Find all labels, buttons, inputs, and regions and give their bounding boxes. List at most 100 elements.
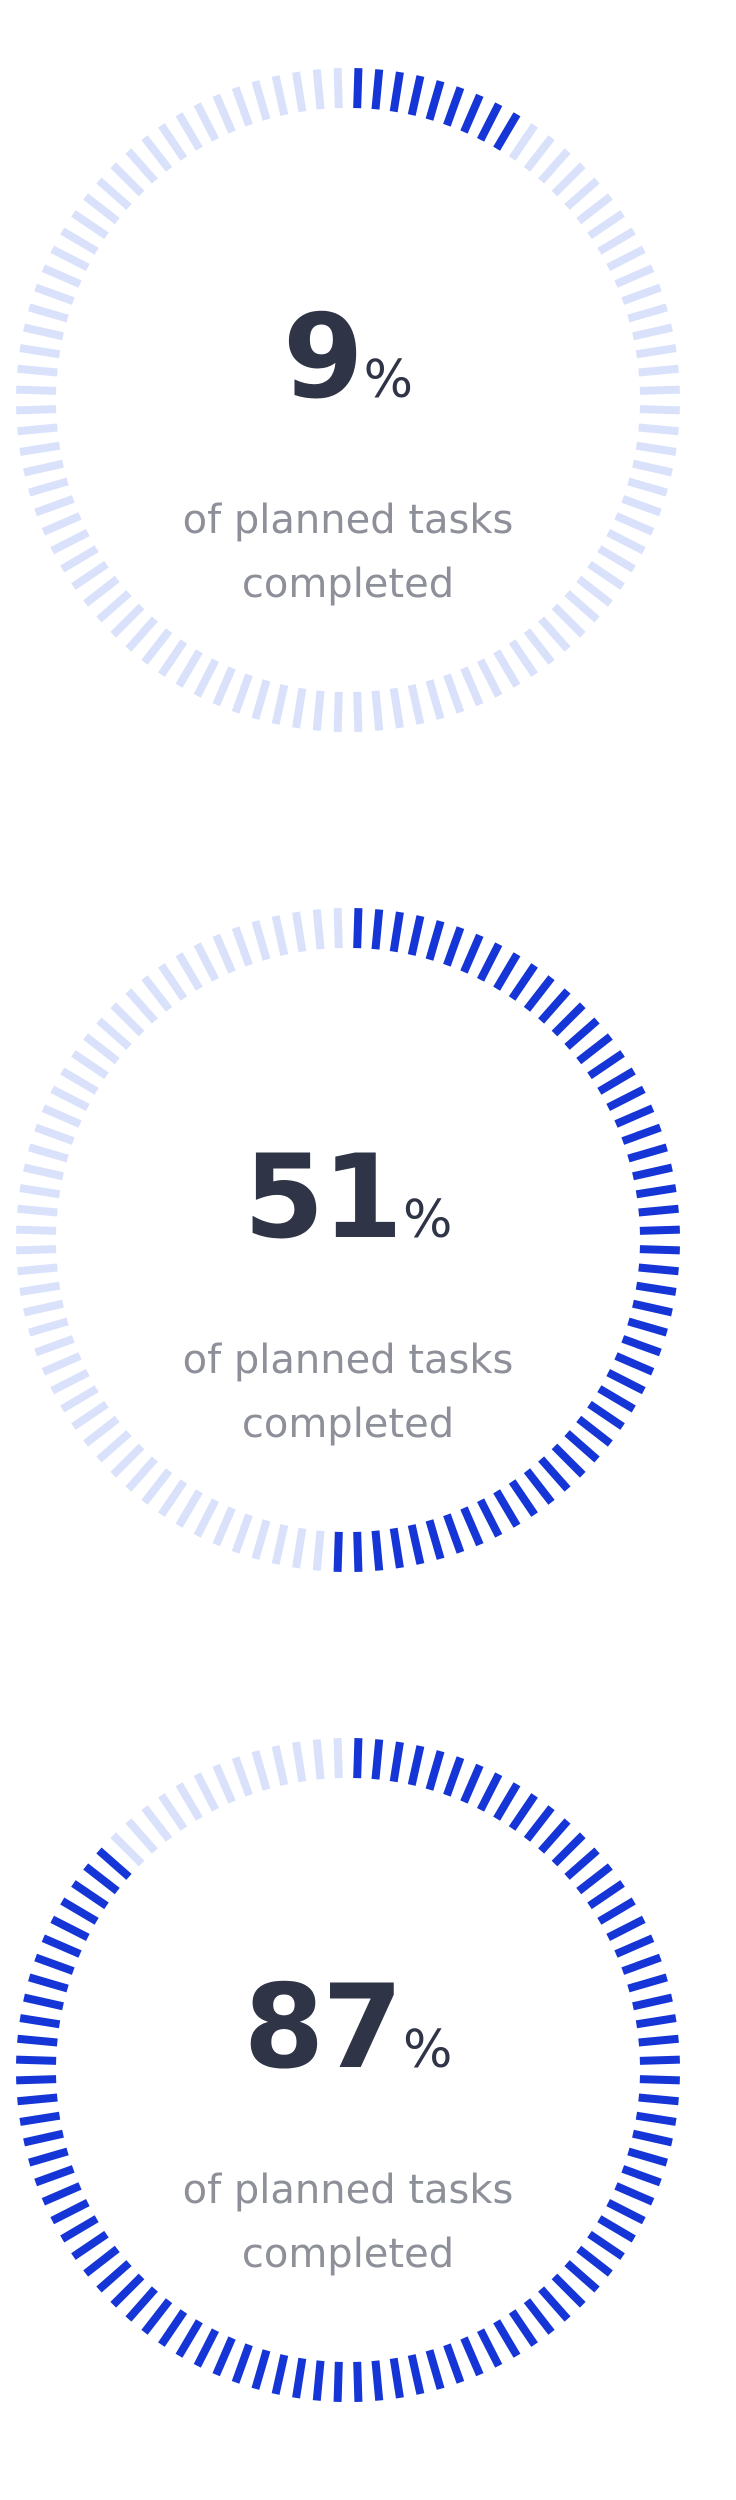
percentage-value: 51 [243, 1130, 403, 1265]
progress-tick-empty [50, 1085, 90, 1111]
progress-tick-filled [407, 75, 425, 116]
progress-tick-filled [477, 942, 503, 982]
progress-tick-filled [17, 2034, 58, 2047]
progress-tick-filled [19, 2111, 61, 2126]
progress-tick-filled [141, 2298, 173, 2335]
progress-tick-filled [638, 2034, 679, 2047]
progress-tick-empty [460, 666, 484, 707]
progress-tick-filled [508, 963, 538, 1001]
progress-tick-filled [523, 1468, 555, 1505]
progress-tick-filled [477, 102, 503, 142]
progress-tick-empty [551, 603, 586, 638]
progress-tick-empty [16, 385, 57, 395]
progress-tick-empty [60, 1067, 99, 1095]
progress-tick-empty [60, 545, 99, 573]
progress-tick-filled [96, 1847, 132, 1880]
progress-tick-filled [23, 2129, 64, 2147]
progress-tick-empty [271, 684, 289, 725]
progress-tick-empty [125, 1456, 158, 1492]
progress-tick-empty [639, 385, 680, 395]
progress-tick-filled [638, 2093, 679, 2106]
progress-tick-empty [371, 690, 384, 731]
progress-tick-filled [389, 1741, 404, 1783]
progress-tick-empty [564, 177, 600, 210]
gauge-caption: of planned tasks completed [48, 1328, 648, 1456]
progress-tick-filled [551, 2273, 586, 2308]
progress-tick-filled [564, 1847, 600, 1880]
progress-tick-empty [212, 93, 236, 134]
progress-tick-filled [443, 86, 465, 127]
progress-tick-empty [312, 69, 325, 110]
progress-tick-empty [212, 933, 236, 974]
progress-tick-filled [407, 1745, 425, 1786]
progress-tick-filled [353, 1531, 363, 1572]
progress-tick-empty [312, 1739, 325, 1780]
progress-tick-empty [96, 1017, 132, 1050]
progress-tick-empty [41, 512, 82, 536]
progress-tick-filled [425, 920, 445, 961]
progress-tick-empty [597, 227, 636, 255]
progress-tick-filled [606, 1369, 646, 1395]
progress-tick-empty [551, 162, 586, 197]
progress-tick-empty [333, 68, 343, 109]
progress-tick-filled [538, 1456, 571, 1492]
progress-tick-filled [34, 1953, 75, 1975]
progress-tick-empty [125, 1818, 158, 1854]
progress-tick-filled [477, 1498, 503, 1538]
progress-tick-empty [110, 603, 145, 638]
progress-tick-empty [158, 1479, 188, 1517]
caption-line-1: of planned tasks [182, 2167, 514, 2213]
progress-tick-empty [621, 283, 662, 305]
progress-tick-empty [231, 86, 253, 127]
percentage-value: 87 [243, 1960, 403, 2095]
progress-tick-empty [125, 148, 158, 184]
progress-tick-empty [141, 135, 173, 172]
progress-tick-filled [621, 1335, 662, 1357]
progress-tick-empty [83, 1415, 120, 1447]
progress-tick-empty [23, 1299, 64, 1317]
progress-tick-empty [193, 658, 219, 698]
progress-tick-filled [371, 69, 384, 110]
progress-tick-filled [17, 2093, 58, 2106]
progress-tick-empty [110, 162, 145, 197]
progress-tick-filled [16, 2055, 57, 2065]
progress-tick-filled [96, 2260, 132, 2293]
progress-tick-empty [212, 666, 236, 707]
progress-tick-empty [231, 1513, 253, 1554]
percentage-unit: % [403, 2020, 453, 2080]
progress-tick-empty [41, 1104, 82, 1128]
progress-tick-filled [621, 2165, 662, 2187]
progress-tick-filled [538, 988, 571, 1024]
progress-tick-empty [175, 649, 203, 688]
progress-tick-empty [110, 1832, 145, 1867]
progress-tick-filled [621, 1953, 662, 1975]
progress-tick-filled [19, 2014, 61, 2029]
progress-tick-empty [71, 210, 109, 240]
progress-tick-empty [564, 590, 600, 623]
progress-tick-empty [333, 1738, 343, 1779]
progress-tick-filled [175, 2319, 203, 2358]
progress-tick-filled [627, 1317, 668, 1337]
progress-tick-empty [231, 1756, 253, 1797]
progress-tick-filled [606, 1085, 646, 1111]
progress-tick-filled [614, 1934, 655, 1958]
progress-tick-filled [460, 1506, 484, 1547]
progress-tick-empty [34, 1123, 75, 1145]
progress-tick-filled [212, 2336, 236, 2377]
progress-tick-empty [19, 1184, 61, 1199]
progress-tick-filled [493, 1489, 521, 1528]
progress-tick-filled [477, 2328, 503, 2368]
progress-tick-empty [125, 616, 158, 652]
progress-tick-filled [551, 1443, 586, 1478]
progress-tick-filled [292, 2357, 307, 2399]
progress-tick-filled [508, 1479, 538, 1517]
progress-tick-filled [639, 1225, 680, 1235]
progress-tick-filled [538, 1818, 571, 1854]
progress-tick-empty [576, 193, 613, 225]
progress-tick-empty [251, 1519, 271, 1560]
progress-tick-empty [606, 245, 646, 271]
progress-tick-filled [389, 1527, 404, 1569]
progress-tick-empty [292, 911, 307, 953]
caption-line-2: completed [241, 561, 455, 607]
progress-tick-filled [632, 1299, 673, 1317]
